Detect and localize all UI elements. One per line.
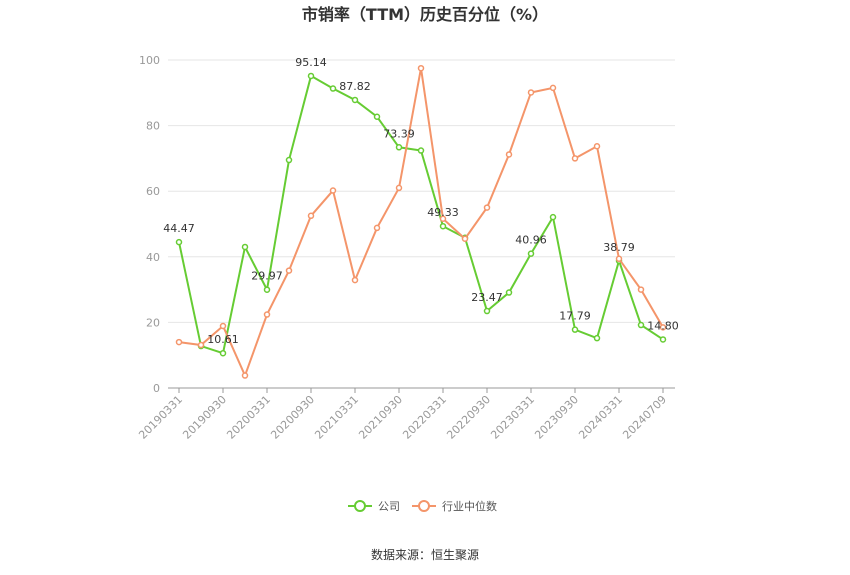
series-point-0[interactable] xyxy=(549,213,557,221)
series-point-0[interactable] xyxy=(351,96,359,104)
data-label: 17.79 xyxy=(559,310,591,323)
x-tick-label: 20220930 xyxy=(444,393,493,442)
x-tick-label: 20230930 xyxy=(532,393,581,442)
x-tick-label: 20220331 xyxy=(400,393,449,442)
series-point-0[interactable] xyxy=(637,321,645,329)
series-point-1[interactable] xyxy=(615,255,623,263)
data-label: 14.80 xyxy=(647,319,679,332)
axes: 0 20 40 60 80 100 2019033120190930202003312020… xyxy=(136,54,675,442)
data-label: 73.39 xyxy=(383,127,415,140)
series-point-1[interactable] xyxy=(373,224,381,232)
data-label: 38.79 xyxy=(603,241,635,254)
series-point-1[interactable] xyxy=(329,187,337,194)
series-point-0[interactable] xyxy=(439,222,447,230)
legend-item-0[interactable]: 公司 xyxy=(348,500,400,513)
series-point-1[interactable] xyxy=(175,338,183,346)
chart-title: 市销率（TTM）历史百分位（%） xyxy=(302,5,548,24)
series-point-0[interactable] xyxy=(417,147,425,154)
legend-label: 公司 xyxy=(378,500,400,513)
y-tick-label: 20 xyxy=(146,316,160,329)
series-point-1[interactable] xyxy=(285,267,293,274)
series-point-0[interactable] xyxy=(241,243,249,251)
data-label: 10.61 xyxy=(207,333,239,346)
series-point-1[interactable] xyxy=(637,286,645,293)
series-point-0[interactable] xyxy=(483,307,491,315)
series-point-1[interactable] xyxy=(461,235,469,243)
legend[interactable]: 公司 行业中位数 xyxy=(348,499,497,513)
x-tick-label: 20200930 xyxy=(268,393,317,442)
data-label: 95.14 xyxy=(295,56,327,69)
data-label: 29.97 xyxy=(251,270,283,283)
series-point-0[interactable] xyxy=(659,336,667,343)
series-point-1[interactable] xyxy=(659,324,667,331)
data-label: 87.82 xyxy=(339,80,371,93)
series-point-0[interactable] xyxy=(219,349,227,357)
series-point-1[interactable] xyxy=(593,143,601,150)
series-point-1[interactable] xyxy=(241,372,249,379)
data-label: 23.47 xyxy=(471,291,503,304)
legend-item-1[interactable]: 行业中位数 xyxy=(412,499,497,513)
x-tick-label: 20210331 xyxy=(312,393,361,442)
x-tick-label: 20200331 xyxy=(224,393,273,442)
x-tick-label: 20240331 xyxy=(576,393,625,442)
series-point-0[interactable] xyxy=(395,144,403,151)
data-labels: 44.47 10.61 29.97 95.14 87.82 73.39 49.33 23.47… xyxy=(163,56,679,346)
legend-swatch-marker xyxy=(354,500,366,512)
series-point-0[interactable] xyxy=(307,72,315,80)
series-point-1[interactable] xyxy=(417,64,425,72)
series-line-1 xyxy=(178,68,664,379)
y-tick-label: 80 xyxy=(146,120,160,133)
series-point-1[interactable] xyxy=(505,151,513,158)
series-point-0[interactable] xyxy=(373,113,381,120)
data-label: 40.96 xyxy=(515,234,547,247)
series xyxy=(175,64,667,379)
x-tick-label: 20230331 xyxy=(488,393,537,442)
series-point-0[interactable] xyxy=(175,238,183,246)
series-point-1[interactable] xyxy=(307,212,315,220)
series-point-1[interactable] xyxy=(263,311,271,318)
series-point-1[interactable] xyxy=(527,89,535,96)
series-point-0[interactable] xyxy=(527,250,535,257)
series-point-1[interactable] xyxy=(395,184,403,192)
series-point-0[interactable] xyxy=(329,85,337,92)
data-label: 49.33 xyxy=(427,206,459,219)
series-point-1[interactable] xyxy=(439,215,447,223)
series-point-0[interactable] xyxy=(593,334,601,342)
series-point-0[interactable] xyxy=(263,286,271,293)
legend-swatch-marker xyxy=(418,500,430,512)
y-tick-label: 100 xyxy=(139,54,160,67)
y-tick-label: 0 xyxy=(153,382,160,395)
grid xyxy=(168,59,675,323)
series-point-1[interactable] xyxy=(351,276,359,284)
y-tick-label: 60 xyxy=(146,185,160,198)
series-point-0[interactable] xyxy=(505,289,513,296)
y-tick-label: 40 xyxy=(146,251,160,264)
series-point-1[interactable] xyxy=(483,204,491,211)
legend-label: 行业中位数 xyxy=(442,499,497,513)
x-tick-label: 20190930 xyxy=(180,393,229,442)
series-point-0[interactable] xyxy=(571,326,579,333)
source-note: 数据来源：恒生聚源 xyxy=(371,547,479,562)
x-tick-label: 20210930 xyxy=(356,393,405,442)
series-point-1[interactable] xyxy=(197,341,205,349)
data-label: 44.47 xyxy=(163,222,195,235)
x-tick-label: 20190331 xyxy=(136,393,185,442)
series-point-1[interactable] xyxy=(219,322,227,330)
series-point-0[interactable] xyxy=(285,156,293,164)
series-point-1[interactable] xyxy=(549,84,557,92)
x-tick-label: 20240709 xyxy=(620,393,669,442)
series-point-1[interactable] xyxy=(571,155,579,162)
